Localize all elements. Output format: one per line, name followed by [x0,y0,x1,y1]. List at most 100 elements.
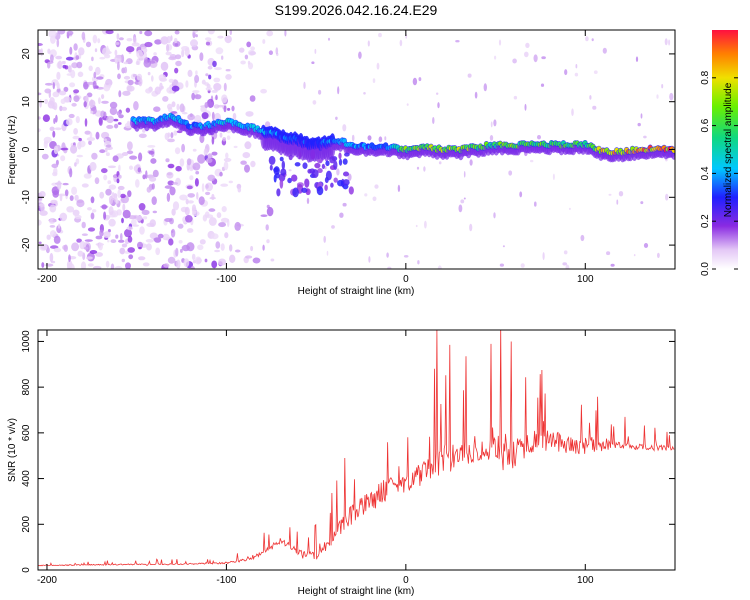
heatmap-noise-cell [207,174,216,182]
heatmap-noise-cell [67,65,72,73]
heatmap-noise-cell [60,147,69,151]
heatmap-noise-cell [575,63,578,69]
heatmap-noise-cell [150,158,157,164]
heatmap-noise-cell [336,168,340,176]
heatmap-noise-cell [60,98,66,105]
heatmap-noise-cell [105,78,113,87]
heatmap-noise-cell [81,183,89,188]
heatmap-noise-cell [144,41,153,48]
heatmap-noise-cell [58,193,66,197]
heatmap-noise-cell [225,152,229,159]
heatmap-noise-cell [191,204,197,212]
heatmap-noise-cell [85,41,92,48]
heatmap-noise-cell [141,209,150,215]
colorbar-tick-label: 0.8 [700,70,711,84]
heatmap-noise-cell [70,69,76,79]
heatmap-noise-cell [192,30,199,33]
heatmap-noise-cell [75,158,80,165]
heatmap-noise-cell [60,155,66,162]
heatmap-noise-cell [303,81,306,89]
heatmap-noise-cell [331,225,335,229]
heatmap-noise-cell [205,73,209,77]
heatmap-noise-cell [181,46,190,51]
heatmap-noise-cell [176,130,183,134]
heatmap-noise-cell [266,206,274,217]
heatmap-noise-cell [68,254,71,262]
heatmap-noise-cell [376,62,380,70]
heatmap-noise-cell [142,128,146,133]
heatmap-noise-cell [122,90,131,96]
spectrogram-heatmap [38,30,675,269]
heatmap-noise-cell [118,90,122,98]
heatmap-noise-cell [143,216,148,220]
heatmap-noise-cell [77,141,82,150]
y-tick-label: 400 [21,470,32,487]
heatmap-noise-cell [158,74,166,82]
heatmap-noise-cell [415,224,418,228]
heatmap-noise-cell [103,211,107,220]
heatmap-noise-cell [215,94,218,101]
heatmap-noise-cell [52,219,57,223]
heatmap-noise-cell [367,40,370,47]
heatmap-noise-cell [127,235,133,243]
heatmap-noise-cell [52,91,60,98]
heatmap-noise-cell [46,234,51,240]
heatmap-noise-cell [123,66,128,74]
heatmap-noise-cell [211,111,215,121]
heatmap-noise-cell [152,210,157,214]
heatmap-noise-cell [126,150,134,155]
snr-x-axis: -200 -100 0 100 [37,330,594,586]
heatmap-noise-cell [195,34,198,38]
heatmap-noise-cell [384,136,387,141]
heatmap-noise-cell [171,208,176,216]
heatmap-plume-cell [276,188,281,197]
heatmap-noise-cell [53,235,61,244]
heatmap-noise-cell [103,84,111,92]
heatmap-noise-cell [328,37,330,41]
heatmap-noise-cell [102,47,111,57]
heatmap-plume-cell [342,179,350,186]
heatmap-noise-cell [574,72,579,77]
heatmap-noise-cell [463,197,466,200]
heatmap-noise-cell [177,223,184,229]
heatmap-noise-cell [149,176,157,182]
heatmap-noise-cell [187,113,195,121]
heatmap-noise-cell [172,182,179,185]
heatmap-noise-cell [79,241,86,250]
heatmap-noise-cell [181,244,190,252]
heatmap-noise-cell [211,260,218,269]
heatmap-noise-cell [114,57,118,64]
heatmap-noise-cell [246,41,252,48]
heatmap-noise-cell [108,206,114,216]
heatmap-plume-cell [329,156,336,164]
heatmap-noise-cell [56,71,61,80]
heatmap-noise-cell [204,211,210,218]
heatmap-noise-cell [63,86,69,93]
heatmap-noise-cell [51,163,59,168]
heatmap-plume-cell [275,172,280,179]
heatmap-noise-cell [81,233,88,236]
heatmap-noise-cell [162,233,170,241]
heatmap-noise-cell [564,69,568,76]
heatmap-noise-cell [120,193,126,199]
x-tick-label: 100 [577,274,594,285]
heatmap-plume-cell [317,158,323,164]
heatmap-noise-cell [580,234,585,242]
heatmap-noise-cell [219,171,223,177]
heatmap-plume-cell [279,156,284,162]
heatmap-noise-cell [224,232,229,239]
heatmap-noise-cell [189,165,194,172]
heatmap-noise-cell [403,254,409,258]
heatmap-noise-cell [166,36,172,44]
heatmap-noise-cell [205,37,212,41]
heatmap-noise-cell [126,46,135,53]
heatmap-noise-cell [220,183,229,187]
heatmap-noise-cell [138,133,147,139]
heatmap-noise-cell [77,250,84,257]
heatmap-noise-cell [98,242,103,251]
heatmap-noise-cell [92,209,97,213]
colorbar: 0.0 0.2 0.4 0.6 0.8 Normalized spectral ampl… [700,30,738,276]
heatmap-noise-cell [174,30,180,35]
heatmap-noise-cell [71,102,77,107]
heatmap-noise-cell [43,136,52,144]
